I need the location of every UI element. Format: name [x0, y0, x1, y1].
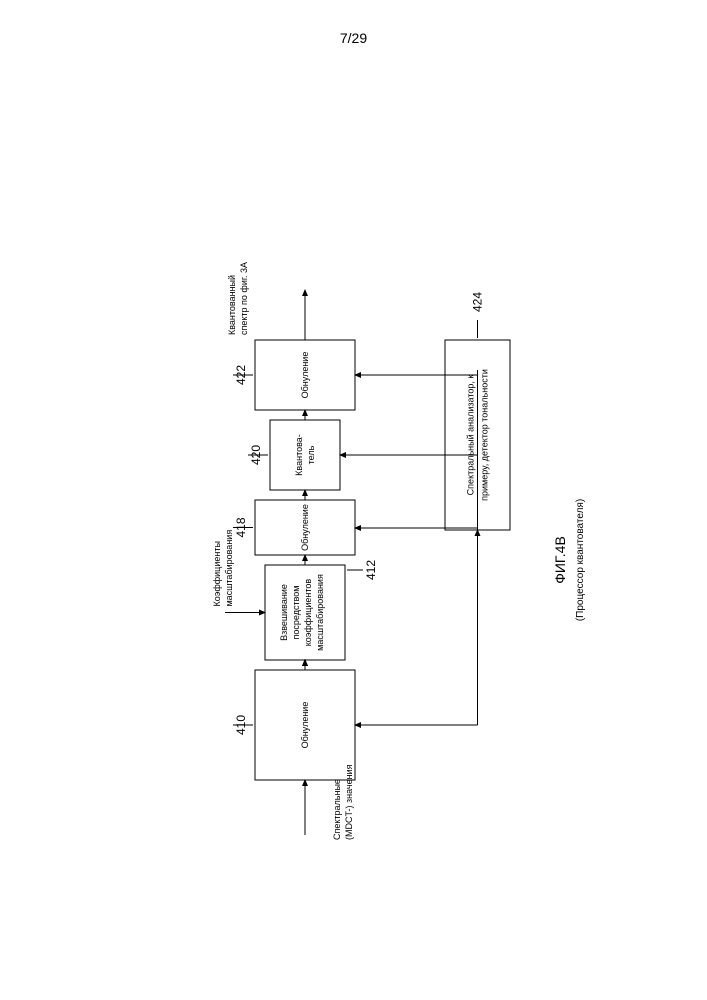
block-420-l1: Квантова-	[294, 434, 304, 476]
block-410-text: Обнуление	[300, 702, 310, 749]
block-422-text: Обнуление	[300, 352, 310, 399]
input-label-1: Спектральные	[332, 779, 342, 840]
figure-label: ФИГ.4B	[552, 536, 568, 584]
diagram: Обнуление410Спектральные(MDCT-) значения…	[125, 150, 585, 850]
block-412-l2: посредством	[291, 586, 301, 640]
ref-424: 424	[471, 292, 485, 312]
block-420	[270, 420, 340, 490]
output-label-2: спектр по фиг. 3A	[239, 262, 249, 335]
block-424-l1: Спектральный анализатор, к	[466, 375, 476, 496]
block-420-l2: тель	[306, 445, 316, 464]
output-label-1: Квантованный	[227, 275, 237, 335]
ref-412: 412	[364, 560, 378, 580]
input-label-2: (MDCT-) значения	[344, 764, 354, 840]
block-424-l2: примеру, детектор тональности	[480, 369, 490, 501]
block-418-text: Обнуление	[300, 504, 310, 551]
scale-coeff-2: масштабирования	[224, 530, 234, 607]
page-number: 7/29	[0, 30, 707, 46]
block-412-l1: Взвешивание	[279, 584, 289, 641]
figure-subtitle: (Процессор квантователя)	[575, 499, 585, 621]
block-412-l3: коэффициентов	[303, 579, 313, 647]
scale-coeff-1: Коэффициенты	[212, 541, 222, 606]
block-412-l4: масштабирования	[315, 574, 325, 651]
